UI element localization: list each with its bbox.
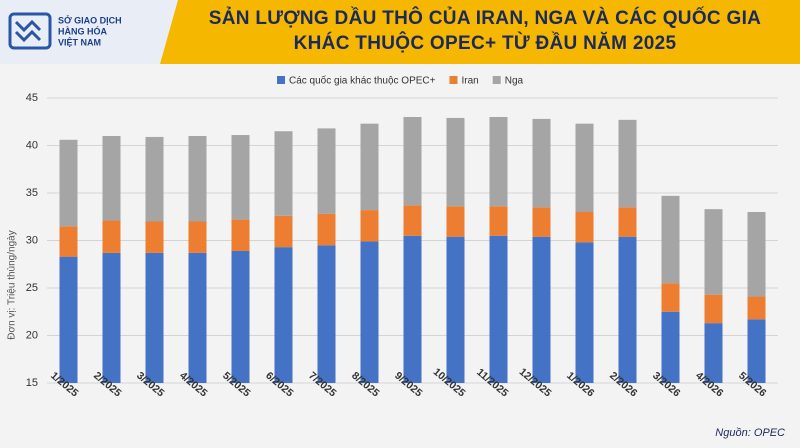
bar-segment [274, 247, 293, 383]
bar-segment [747, 212, 766, 297]
bar-segment [661, 311, 680, 383]
bar-segment [274, 215, 293, 248]
bar-segment [618, 119, 637, 208]
legend-swatch [492, 76, 501, 84]
bar-segment [575, 212, 594, 243]
bar-segment [274, 131, 293, 216]
bar-segment [704, 323, 723, 383]
bar-segment [403, 205, 422, 236]
bar-segment [188, 136, 207, 222]
legend-label: Các quốc gia khác thuộc OPEC+ [289, 75, 436, 87]
y-tick-label: 25 [26, 282, 38, 294]
bar-segment [317, 245, 336, 383]
bar-segment [446, 206, 465, 237]
logo-text: VIỆT NAM [58, 36, 101, 47]
logo-text: HÀNG HÓA [58, 25, 107, 36]
bar-segment [231, 135, 250, 220]
bar-segment [489, 235, 508, 383]
logo-text: SỞ GIAO DỊCH [58, 14, 122, 25]
bar-segment [532, 118, 551, 208]
bar-segment [102, 220, 121, 253]
bar-segment [704, 294, 723, 324]
source: Nguồn: OPEC [715, 427, 785, 439]
bar-segment [532, 207, 551, 237]
logo-icon [8, 12, 52, 50]
bar-segment [446, 236, 465, 383]
bar-segment [102, 252, 121, 383]
bar-segment [747, 296, 766, 320]
bar-segment [102, 136, 121, 221]
bar-segment [59, 256, 78, 383]
bar-segment [403, 117, 422, 206]
bar-segment [618, 207, 637, 237]
bar-segment [231, 219, 250, 251]
bar-segment [446, 117, 465, 207]
y-tick-label: 35 [26, 187, 38, 199]
bar-segment [575, 123, 594, 212]
bar-segment [188, 252, 207, 383]
y-tick-label: 20 [26, 329, 38, 341]
bar-segment [575, 242, 594, 383]
legend-swatch [449, 76, 458, 84]
bar-segment [661, 283, 680, 312]
bar-segment [317, 213, 336, 246]
bar-segment [360, 123, 379, 211]
bar-segment [59, 226, 78, 257]
legend-label: Nga [505, 76, 524, 87]
bar-segment [661, 195, 680, 284]
y-tick-label: 30 [26, 234, 38, 246]
bar-segment [618, 236, 637, 383]
bar-segment [489, 117, 508, 207]
bar-segment [403, 235, 422, 383]
chart-title: SẢN LƯỢNG DẦU THÔ CỦA IRAN, NGA VÀ CÁC Q… [208, 8, 762, 54]
bar-segment [317, 128, 336, 214]
bar-segment [747, 319, 766, 383]
bar-segment [231, 250, 250, 383]
y-axis-label: Đơn vị: Triệu thùng/ngày [7, 230, 18, 339]
bar-segment [145, 221, 164, 253]
legend-label: Iran [461, 76, 478, 87]
y-tick-label: 15 [26, 377, 38, 389]
bar-segment [145, 252, 164, 383]
y-tick-label: 45 [26, 92, 38, 104]
bar-segment [489, 206, 508, 236]
y-tick-label: 40 [26, 139, 38, 151]
bar-segment [360, 210, 379, 242]
bar-segment [145, 136, 164, 222]
bar-segment [59, 139, 78, 227]
bar-segment [360, 241, 379, 383]
bar-segment [532, 236, 551, 383]
bar-segment [704, 209, 723, 295]
legend-swatch [277, 76, 285, 84]
bar-segment [188, 221, 207, 253]
